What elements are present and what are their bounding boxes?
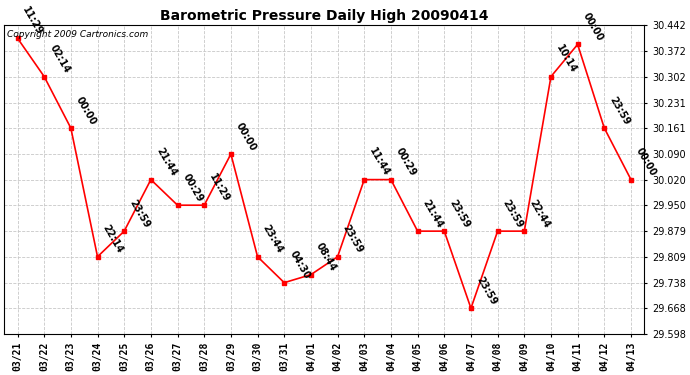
Text: 00:29: 00:29 bbox=[181, 172, 205, 204]
Text: 00:00: 00:00 bbox=[634, 146, 658, 178]
Text: 23:59: 23:59 bbox=[128, 198, 152, 230]
Text: 08:44: 08:44 bbox=[314, 241, 338, 273]
Text: 00:29: 00:29 bbox=[394, 146, 418, 178]
Text: 10:14: 10:14 bbox=[554, 43, 578, 75]
Text: 23:59: 23:59 bbox=[474, 275, 498, 307]
Text: 00:00: 00:00 bbox=[74, 95, 98, 127]
Text: 23:59: 23:59 bbox=[607, 95, 631, 127]
Text: 23:44: 23:44 bbox=[261, 224, 285, 255]
Text: 04:30: 04:30 bbox=[288, 249, 312, 281]
Text: 22:44: 22:44 bbox=[527, 198, 551, 230]
Text: 23:59: 23:59 bbox=[448, 198, 472, 230]
Text: 21:44: 21:44 bbox=[154, 146, 178, 178]
Text: 23:59: 23:59 bbox=[501, 198, 525, 230]
Text: 22:14: 22:14 bbox=[101, 224, 125, 255]
Title: Barometric Pressure Daily High 20090414: Barometric Pressure Daily High 20090414 bbox=[160, 9, 489, 23]
Text: 02:14: 02:14 bbox=[48, 43, 72, 75]
Text: 21:44: 21:44 bbox=[421, 198, 445, 230]
Text: 23:59: 23:59 bbox=[341, 224, 365, 255]
Text: 11:29: 11:29 bbox=[208, 172, 232, 204]
Text: 00:00: 00:00 bbox=[234, 121, 258, 153]
Text: 00:00: 00:00 bbox=[581, 11, 605, 43]
Text: Copyright 2009 Cartronics.com: Copyright 2009 Cartronics.com bbox=[8, 30, 148, 39]
Text: 11:44: 11:44 bbox=[368, 146, 392, 178]
Text: 11:29: 11:29 bbox=[21, 5, 45, 37]
